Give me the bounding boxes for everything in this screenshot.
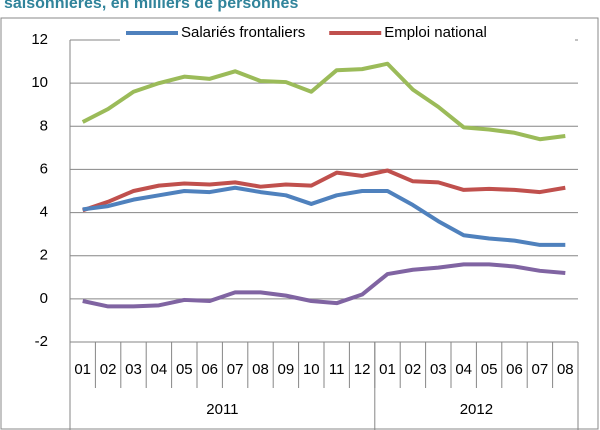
x-tick-label: 06 bbox=[506, 361, 523, 378]
y-tick-label: 12 bbox=[31, 31, 48, 48]
chart-title: saisonnières, en milliers de personnes bbox=[4, 0, 298, 12]
x-tick-label: 05 bbox=[481, 361, 498, 378]
x-tick-label: 09 bbox=[278, 361, 295, 378]
y-tick-label: -2 bbox=[35, 333, 48, 350]
x-tick-label: 03 bbox=[125, 361, 142, 378]
y-tick-label: 2 bbox=[40, 247, 48, 264]
series-line bbox=[81, 61, 566, 142]
x-tick-label: 04 bbox=[151, 361, 168, 378]
series-line bbox=[82, 168, 566, 213]
x-tick-label: 12 bbox=[354, 361, 371, 378]
x-tick-label: 08 bbox=[252, 361, 269, 378]
x-tick-label: 08 bbox=[557, 361, 574, 378]
y-tick-label: 10 bbox=[31, 74, 48, 91]
x-tick-label: 01 bbox=[379, 361, 396, 378]
x-tick-label: 07 bbox=[532, 361, 549, 378]
legend-label: Emploi national bbox=[384, 24, 487, 41]
x-tick-label: 04 bbox=[455, 361, 472, 378]
x-tick-label: 11 bbox=[329, 361, 345, 378]
series-line bbox=[82, 185, 566, 247]
group-label: 2012 bbox=[460, 401, 493, 418]
group-label: 2011 bbox=[206, 401, 238, 418]
x-tick-label: 01 bbox=[74, 361, 91, 378]
y-tick-label: 6 bbox=[40, 160, 48, 177]
y-tick-label: 8 bbox=[40, 117, 48, 134]
series-line bbox=[82, 262, 566, 309]
x-tick-label: 10 bbox=[303, 361, 320, 378]
legend-label: Salariés frontaliers bbox=[181, 24, 305, 41]
y-tick-label: 4 bbox=[40, 204, 48, 221]
x-tick-label: 03 bbox=[430, 361, 447, 378]
x-tick-label: 02 bbox=[405, 361, 422, 378]
x-tick-label: 05 bbox=[176, 361, 193, 378]
x-tick-label: 06 bbox=[201, 361, 218, 378]
x-tick-label: 07 bbox=[227, 361, 244, 378]
x-tick-label: 02 bbox=[100, 361, 117, 378]
y-tick-label: 0 bbox=[40, 290, 48, 307]
